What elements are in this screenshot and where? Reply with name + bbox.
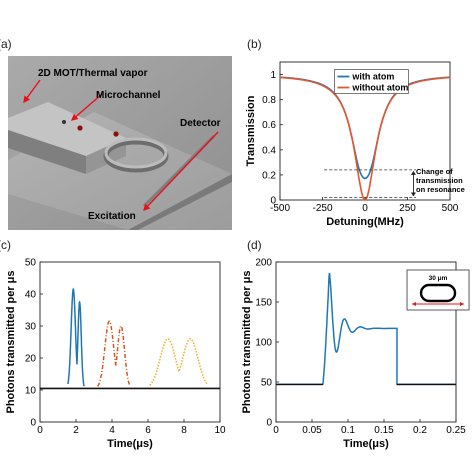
mot-label: 2D MOT/Thermal vapor [38,68,148,79]
y-axis-label: Photons transmitted per μs [5,270,17,413]
x-tick-label: -500 [270,203,290,214]
mot-arrow [23,79,41,104]
x-tick-label: 8 [181,425,187,436]
x-tick-label: 500 [442,203,459,214]
inset-box [406,269,470,311]
x-tick-label: 0 [362,203,368,214]
y-tick-label: 0 [270,196,276,207]
y-tick-label: 100 [255,338,272,349]
x-tick-label: -250 [312,203,332,214]
inset-arrow-left [412,302,417,306]
inset-label: 30 μm [429,275,448,282]
y-tick-label: 200 [255,258,272,269]
x-tick-label: 0.2 [413,425,427,436]
pulse-series-1 [67,287,85,387]
annotation-text: Change of [416,167,453,176]
pulse-series [276,272,456,386]
chart-transmission: -500 -250 0 250 500 0 0.2 0.4 0.6 0.8 1 Detuning(MH… [245,61,465,228]
y-tick-label: 40 [25,290,37,301]
y-tick-label: 0 [30,418,36,429]
y-axis-label: Transmission [245,95,257,166]
detector-label: Detector [180,118,221,129]
x-tick-label: 0 [37,425,43,436]
series-line-without-atom [280,76,450,201]
x-axis-label: Time(μs) [107,438,153,450]
x-tick-label: 0.15 [374,425,394,436]
y-tick-label: 30 [25,322,37,333]
pulse-series-2 [97,320,131,387]
legend-box [334,69,409,94]
inset-arrow-right [460,302,465,306]
panel-c-label: (c) [0,238,11,252]
y-tick-label: 50 [25,258,37,269]
y-tick-label: 150 [255,298,272,309]
y-tick-label: 0.8 [262,95,276,106]
y-tick-label: 0.6 [262,120,276,131]
microchannel-label: Microchannel [96,90,161,101]
y-tick-label: 1 [270,70,276,81]
panel-d-label: (d) [247,238,262,252]
microchannel-top [8,102,126,156]
excitation-label: Excitation [88,211,136,222]
atom-dot-1 [62,120,66,124]
panel-b-label: (b) [247,37,262,51]
panel-a-label: (a) [0,37,12,51]
x-tick-label: 2 [73,425,79,436]
change-arrow-head-up [410,170,416,175]
y-tick-label: 0.4 [262,145,276,156]
legend-entry: without atom [351,83,408,93]
device-rendering: 2D MOT/Thermal vapor Microchannel Detect… [8,56,232,230]
atom-dot-2 [77,125,83,131]
y-tick-label: 0.2 [262,170,276,181]
microchannel-arrow [70,93,103,121]
plot-frame [39,261,221,423]
chart-photons-time-c: 0 2 4 6 8 10 0 10 20 30 40 50 Time(μs) Photons transm… [5,258,226,451]
x-tick-label: 0.1 [341,425,355,436]
chart-photons-time-d: 0 0.05 0.1 0.15 0.2 0.25 0 50 100 150 200 Time(μs) P… [241,258,470,450]
y-tick-label: 20 [25,354,37,365]
legend-entry: with atom [351,72,394,82]
annotation-text: on resonance [416,185,465,194]
pulse-series-3 [149,338,208,386]
atom-dot-3 [113,131,119,137]
change-arrow-head-down [410,192,416,197]
y-tick-label: 0 [266,418,272,429]
x-axis-label: Time(μs) [343,438,389,450]
excitation-arrow [143,131,219,212]
y-axis-label: Photons transmitted per μs [241,270,253,413]
x-tick-label: 4 [109,425,115,436]
annotation-text: transmission [416,176,463,185]
y-tick-label: 50 [261,378,273,389]
x-tick-label: 10 [214,425,226,436]
x-tick-label: 0.05 [302,425,322,436]
x-tick-label: 0 [273,425,279,436]
x-tick-label: 6 [145,425,151,436]
y-tick-label: 10 [25,386,37,397]
substrate-edge [128,174,232,230]
x-tick-label: 250 [399,203,416,214]
x-tick-label: 0.25 [446,425,466,436]
microchannel-front [8,130,86,174]
inset-racetrack [419,283,457,303]
x-axis-label: Detuning(MHz) [326,216,404,228]
